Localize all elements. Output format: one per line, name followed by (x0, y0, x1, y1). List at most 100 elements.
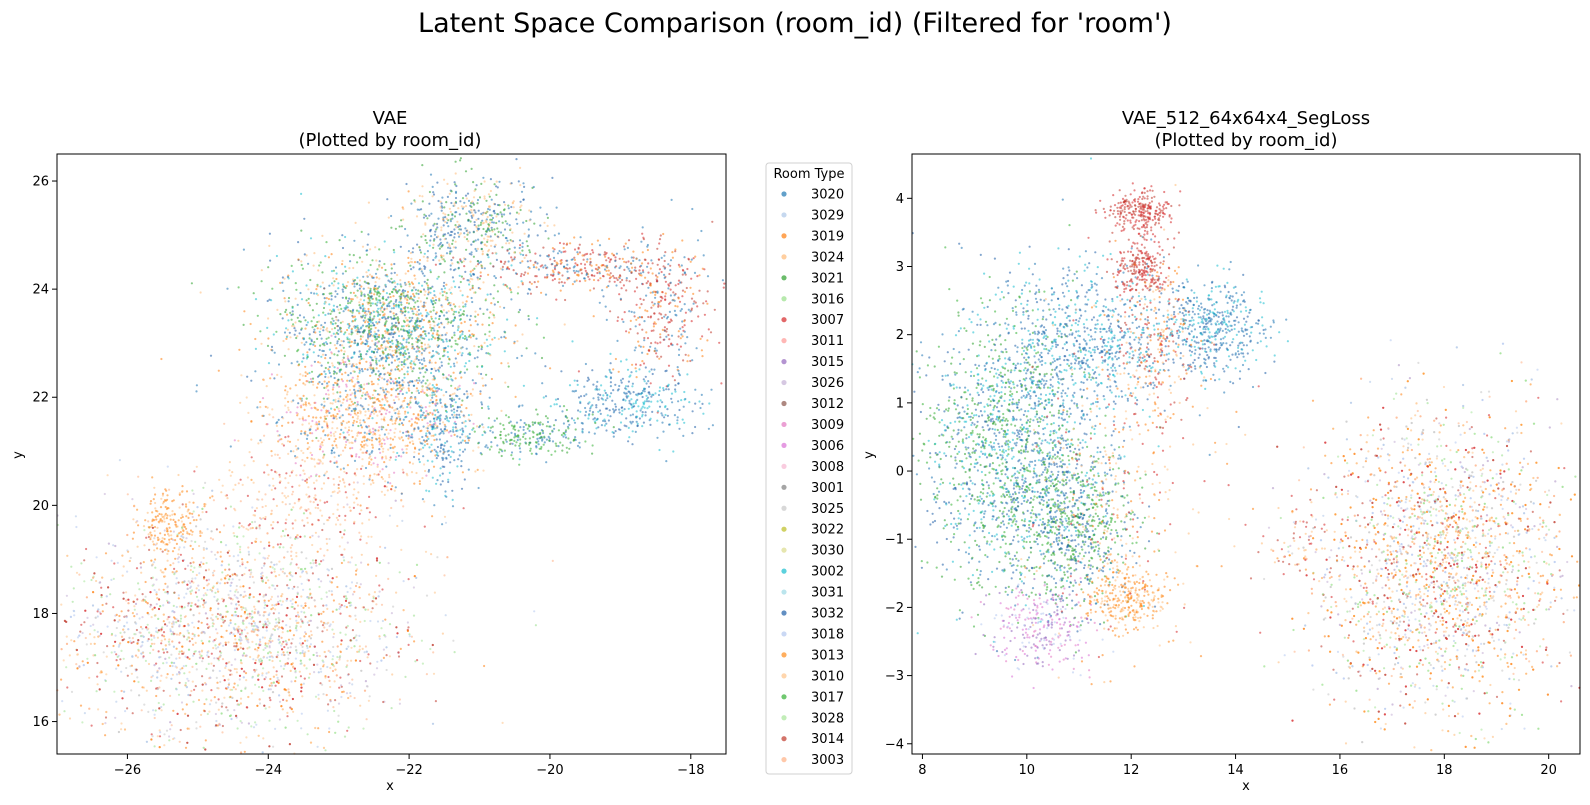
scatter-point (419, 251, 423, 254)
scatter-point (480, 234, 483, 237)
scatter-point (465, 390, 468, 393)
scatter-point (490, 445, 493, 448)
scatter-point (303, 253, 306, 256)
scatter-point (489, 218, 492, 221)
scatter-point (640, 240, 643, 243)
scatter-point (348, 388, 352, 392)
scatter-point (453, 331, 456, 334)
scatter-point (397, 304, 400, 308)
scatter-point (331, 317, 334, 320)
scatter-point (377, 329, 380, 332)
scatter-point (558, 281, 561, 284)
scatter-point (520, 190, 524, 193)
scatter-point (600, 397, 603, 400)
scatter-point (462, 277, 465, 280)
scatter-point (446, 419, 449, 422)
scatter-point (325, 386, 328, 389)
scatter-point (367, 282, 370, 285)
scatter-point (637, 316, 640, 319)
scatter-point (484, 445, 487, 448)
scatter-point (609, 310, 612, 313)
scatter-point (313, 292, 316, 295)
scatter-point (576, 251, 579, 254)
scatter-point (265, 385, 268, 388)
scatter-point (528, 429, 531, 432)
scatter-point (378, 318, 381, 321)
scatter-point (416, 261, 419, 264)
panel-vae: VAE (Plotted by room_id) −26 −24 −22 −20 −18… (11, 108, 727, 794)
scatter-point (658, 389, 661, 393)
scatter-point (667, 287, 670, 290)
scatter-point (411, 337, 414, 340)
scatter-point (477, 442, 480, 445)
scatter-point (574, 262, 577, 265)
scatter-point (390, 290, 394, 293)
scatter-point (350, 429, 353, 432)
scatter-point (404, 444, 407, 447)
scatter-point (351, 282, 354, 285)
scatter-point (371, 259, 374, 262)
scatter-point (472, 230, 475, 233)
scatter-point (358, 304, 361, 307)
scatter-point (368, 461, 371, 464)
scatter-point (409, 401, 412, 404)
scatter-point (377, 370, 380, 373)
scatter-point (386, 400, 389, 403)
scatter-point (254, 298, 258, 301)
scatter-point (489, 343, 492, 346)
scatter-point (496, 290, 499, 293)
scatter-point (651, 410, 654, 413)
scatter-point (644, 414, 647, 417)
scatter-point (353, 385, 356, 388)
scatter-point (664, 413, 667, 417)
scatter-point (375, 321, 378, 324)
scatter-point (343, 363, 346, 366)
scatter-point (340, 378, 343, 381)
scatter-point (323, 321, 327, 324)
scatter-point (356, 432, 359, 435)
scatter-point (573, 258, 577, 261)
scatter-point (387, 302, 390, 305)
scatter-point (418, 194, 421, 197)
scatter-point (702, 412, 705, 415)
scatter-point (403, 399, 406, 402)
scatter-point (287, 408, 290, 412)
scatter-point (323, 297, 326, 300)
scatter-point (351, 441, 354, 445)
scatter-point (608, 237, 611, 240)
scatter-point (485, 338, 488, 341)
scatter-point (384, 455, 387, 458)
scatter-point (325, 341, 328, 344)
scatter-point (451, 393, 454, 396)
scatter-point (680, 333, 683, 336)
scatter-point (348, 253, 351, 256)
scatter-point (270, 373, 273, 376)
scatter-point (414, 401, 417, 405)
scatter-point (359, 338, 362, 341)
scatter-point (694, 402, 697, 405)
scatter-point (441, 339, 444, 342)
scatter-point (440, 288, 443, 291)
scatter-point (366, 444, 369, 447)
scatter-point (346, 379, 349, 382)
scatter-point (620, 381, 623, 384)
scatter-point (449, 365, 452, 368)
scatter-point (414, 379, 417, 382)
scatter-point (518, 463, 521, 466)
scatter-point (323, 287, 326, 290)
scatter-point (260, 342, 263, 345)
scatter-point (381, 456, 384, 459)
scatter-point (592, 315, 595, 318)
scatter-point (366, 417, 369, 420)
scatter-point (448, 192, 451, 195)
scatter-point (410, 360, 413, 363)
scatter-point (429, 411, 432, 414)
scatter-point (284, 385, 287, 388)
scatter-point (677, 282, 680, 286)
scatter-point (386, 198, 389, 201)
scatter-point (631, 385, 634, 388)
scatter-point (681, 289, 685, 292)
scatter-point (464, 305, 467, 308)
scatter-point (587, 414, 591, 417)
scatter-point (668, 310, 672, 313)
